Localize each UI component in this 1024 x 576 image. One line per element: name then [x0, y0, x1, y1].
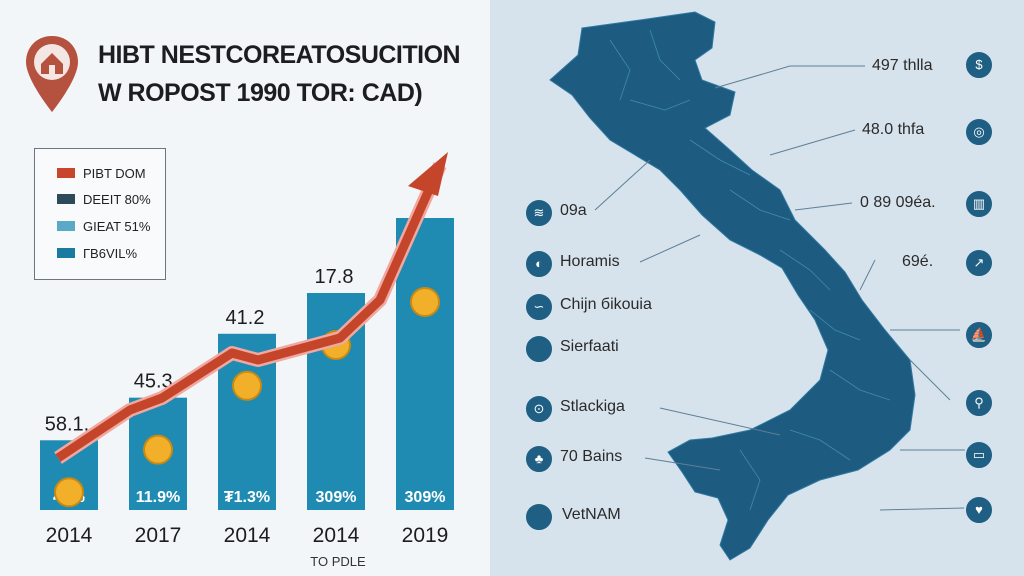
map-label-right: 69é.	[902, 253, 934, 270]
heart-icon: ♥	[964, 495, 994, 525]
legend-swatch	[57, 168, 75, 178]
coin-icon	[410, 287, 440, 317]
legend-item: PIBT DOM	[57, 164, 146, 182]
x-axis-label: TO PDLE	[310, 554, 366, 569]
legend-label: PIBT DOM	[83, 165, 146, 181]
map-label-left: Stlackiga	[560, 398, 625, 415]
building-icon: ▥	[964, 189, 994, 219]
bar-percent-label: 309%	[316, 489, 357, 506]
vietnam-map-shape	[549, 11, 916, 561]
target-icon: ◎	[964, 117, 994, 147]
map-label-left: 09а	[560, 202, 587, 219]
map-label-left: 70 Bains	[560, 448, 623, 465]
device-icon: ▭	[964, 440, 994, 470]
chart-icon: ↗	[964, 248, 994, 278]
legend-swatch	[57, 248, 75, 258]
dot-icon	[524, 334, 554, 364]
map-label-left: Chijn бikouia	[560, 296, 652, 313]
legend-item: ГB6VIL%	[57, 244, 137, 262]
legend-label: GIEAT 51%	[83, 218, 151, 234]
bar-value-label: 41.2	[226, 307, 265, 329]
x-tick-label: 2014	[313, 524, 360, 547]
legend-swatch	[57, 221, 75, 231]
map-label-right: 48.0 thfa	[862, 121, 925, 138]
bar-value-label: 58.1.	[45, 413, 89, 435]
dot-icon	[524, 502, 554, 532]
legend-item: GIEAT 51%	[57, 217, 150, 235]
trend-line	[55, 163, 445, 462]
dollar-icon: $	[964, 50, 994, 80]
map-label-right: 497 thlla	[872, 57, 933, 74]
legend-swatch	[57, 194, 75, 204]
coin-icon	[143, 434, 173, 465]
x-tick-label: 2017	[135, 524, 182, 547]
pin-icon: ⊙	[524, 394, 554, 424]
coin-icon	[54, 477, 84, 508]
bar-chart: 40%58.1.201411.9%45.3.2017₮1.3%41.220143…	[40, 152, 454, 569]
home-pin-icon	[26, 36, 78, 112]
title-line-2: W ROPOST 1990 TOR: CAD)	[98, 79, 423, 107]
plant-icon: ♣	[524, 444, 554, 474]
coin-icon	[232, 370, 262, 401]
wave-icon: ∽	[524, 292, 554, 322]
title-line-1: HIBT NESTCOREATOSUCITION	[98, 41, 461, 69]
bar-value-label: 17.8	[315, 266, 354, 288]
chart-legend: PIBT DOM DEEIT 80% GIEAT 51% ГB6VIL%	[34, 148, 166, 280]
bar-percent-label: 309%	[405, 489, 446, 506]
bar-percent-label: ₮1.3%	[224, 489, 270, 506]
legend-label: DEEIT 80%	[83, 191, 151, 207]
map-label-left: Sierfaati	[560, 338, 619, 355]
x-tick-label: 2019	[402, 524, 449, 547]
province-borders	[609, 29, 891, 511]
x-tick-label: 2014	[46, 524, 93, 547]
x-tick-label: 2014	[224, 524, 271, 547]
legend-item: DEEIT 80%	[57, 190, 151, 208]
legend-label: ГB6VIL%	[83, 245, 138, 261]
coins-icon: ≋	[524, 198, 554, 228]
map-label-right: 0 89 09éa.	[860, 194, 936, 211]
boat-icon: ⛵	[964, 320, 994, 350]
trend-arrowhead	[408, 152, 448, 196]
vietnam-map	[549, 11, 966, 561]
chart-bar	[396, 218, 454, 510]
globe-icon: ◐	[524, 249, 554, 279]
map-label-left: Horamis	[560, 253, 620, 270]
bar-percent-label: 11.9%	[136, 489, 180, 506]
shield-icon: ⚲	[964, 388, 994, 418]
map-label-left: VetNAM	[562, 506, 621, 523]
callout-lines	[594, 65, 966, 511]
page-title: HIBT NESTCOREATOSUCITION W ROPOST 1990 T…	[98, 36, 478, 112]
